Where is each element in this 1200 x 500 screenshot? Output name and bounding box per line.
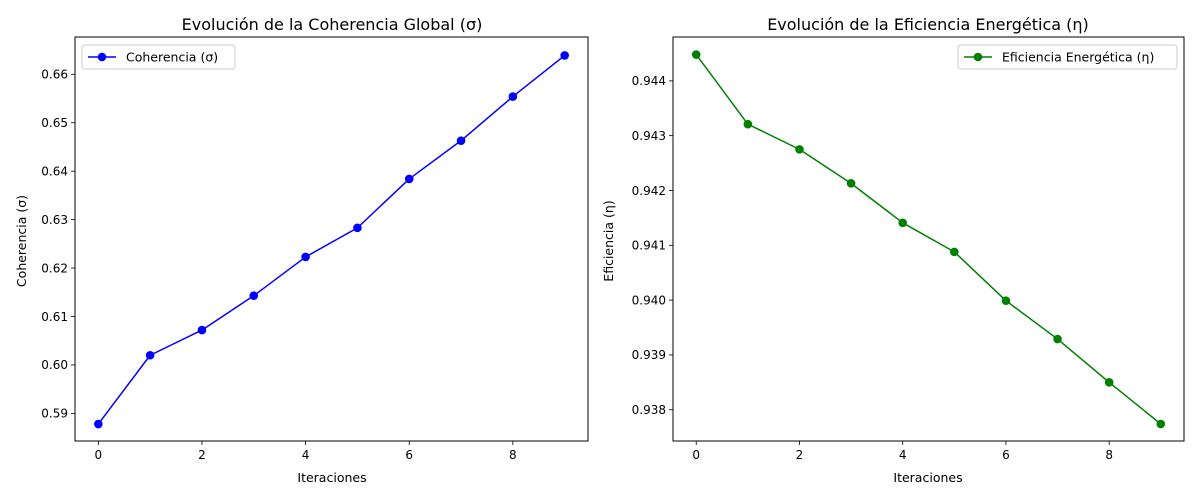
efficiency-data-point xyxy=(743,119,753,129)
coherence-y-tick-label: 0.61 xyxy=(41,310,68,324)
coherence-legend-label: Coherencia (σ) xyxy=(126,50,218,65)
coherence-x-axis-label: Iteraciones xyxy=(297,470,366,485)
efficiency-y-tick-label: 0.940 xyxy=(632,293,666,307)
coherence-data-point xyxy=(94,419,103,429)
efficiency-legend-marker xyxy=(973,52,983,62)
efficiency-y-tick-label: 0.943 xyxy=(632,129,666,143)
efficiency-x-tick-label: 6 xyxy=(1002,448,1010,462)
coherence-x-tick-label: 2 xyxy=(198,448,206,462)
coherence-x-tick-label: 0 xyxy=(94,448,102,462)
coherence-chart-title: Evolución de la Coherencia Global (σ) xyxy=(182,15,483,34)
efficiency-series-line xyxy=(695,54,1162,425)
efficiency-x-tick-label: 2 xyxy=(796,448,804,462)
efficiency-legend-box xyxy=(957,44,1178,70)
efficiency-y-tick-label: 0.944 xyxy=(632,74,666,88)
coherence-y-tick-label: 0.64 xyxy=(41,164,68,178)
coherence-data-point xyxy=(301,252,310,262)
coherence-axes-frame xyxy=(74,36,589,442)
coherence-x-tick-label: 8 xyxy=(509,448,517,462)
efficiency-axes-frame xyxy=(672,36,1185,442)
coherence-data-point xyxy=(197,325,207,335)
coherence-ticks: 0 2 4 6 8 0.59 0.60 0.61 0.62 0.63 0.64 0.65 0.66 xyxy=(41,68,516,462)
coherence-legend-box xyxy=(81,44,236,70)
coherence-plot-area xyxy=(94,51,569,429)
coherence-y-tick-label: 0.66 xyxy=(41,68,68,82)
efficiency-y-axis-label: Eficiencia (η) xyxy=(601,200,616,281)
efficiency-data-point xyxy=(1156,419,1166,429)
efficiency-ticks: 0 2 4 6 8 0.938 0.939 0.940 0.941 0.942 0.943 0.944 xyxy=(632,74,1113,462)
coherence-data-point xyxy=(249,291,259,300)
coherence-y-axis-label: Coherencia (σ) xyxy=(14,195,29,287)
efficiency-data-point xyxy=(1053,334,1062,344)
coherence-data-point xyxy=(508,92,518,101)
efficiency-data-point xyxy=(846,179,856,188)
efficiency-y-tick-label: 0.939 xyxy=(632,348,666,362)
coherence-y-tick-label: 0.60 xyxy=(41,358,68,372)
efficiency-x-tick-label: 8 xyxy=(1105,448,1113,462)
efficiency-x-axis-label: Iteraciones xyxy=(893,470,962,485)
coherence-data-point xyxy=(404,174,414,184)
coherence-y-tick-label: 0.62 xyxy=(41,261,68,275)
efficiency-chart: Evolución de la Eficiencia Energética (η… xyxy=(601,15,1185,485)
coherence-chart: Evolución de la Coherencia Global (σ) It… xyxy=(14,15,589,485)
coherence-data-point xyxy=(353,223,362,233)
coherence-y-tick-label: 0.59 xyxy=(41,407,68,421)
coherence-data-point xyxy=(456,136,466,145)
efficiency-data-point xyxy=(950,247,959,257)
efficiency-chart-title: Evolución de la Eficiencia Energética (η… xyxy=(767,15,1089,34)
coherence-data-point xyxy=(145,350,155,360)
efficiency-y-tick-label: 0.942 xyxy=(632,184,666,198)
coherence-y-tick-label: 0.63 xyxy=(41,213,68,227)
efficiency-plot-area xyxy=(691,50,1166,429)
coherence-legend-marker xyxy=(97,52,107,62)
efficiency-x-tick-label: 4 xyxy=(899,448,907,462)
coherence-data-point xyxy=(560,51,569,60)
efficiency-data-point xyxy=(1001,296,1011,305)
efficiency-data-point xyxy=(691,50,701,59)
efficiency-legend: Eficiencia Energética (η) xyxy=(957,44,1178,70)
efficiency-legend-label: Eficiencia Energética (η) xyxy=(1002,50,1154,65)
efficiency-y-tick-label: 0.938 xyxy=(632,403,666,417)
efficiency-x-tick-label: 0 xyxy=(692,448,700,462)
efficiency-data-point xyxy=(1104,378,1114,387)
efficiency-y-tick-label: 0.941 xyxy=(632,239,666,253)
coherence-x-tick-label: 4 xyxy=(302,448,310,462)
coherence-series-line xyxy=(97,54,566,425)
coherence-y-tick-label: 0.65 xyxy=(41,116,68,130)
efficiency-data-point xyxy=(898,218,907,228)
coherence-legend: Coherencia (σ) xyxy=(81,44,236,70)
efficiency-data-point xyxy=(795,145,804,154)
coherence-x-tick-label: 6 xyxy=(405,448,413,462)
